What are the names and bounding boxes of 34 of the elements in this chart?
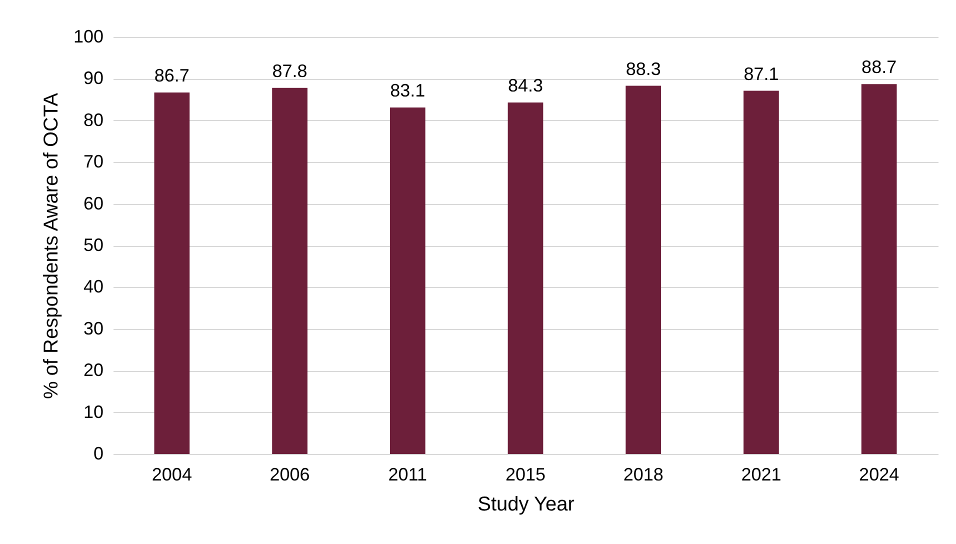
bar — [154, 92, 190, 454]
y-tick-label: 0 — [93, 444, 104, 464]
y-tick-label: 30 — [83, 318, 104, 338]
data-label: 88.7 — [862, 57, 897, 78]
x-tick-label: 2006 — [270, 464, 310, 484]
y-tick-label: 20 — [83, 360, 104, 380]
data-label: 87.8 — [272, 60, 308, 81]
data-label: 87.1 — [744, 64, 779, 84]
y-tick-label: 100 — [73, 26, 104, 46]
bar — [744, 90, 779, 454]
x-tick-label: 2015 — [505, 464, 546, 484]
x-tick-label: 2011 — [388, 464, 427, 484]
bar — [272, 88, 308, 454]
x-tick-label: 2021 — [741, 464, 782, 484]
y-tick-label: 40 — [83, 276, 104, 297]
x-tick-label: 2018 — [623, 464, 664, 484]
bar — [626, 86, 662, 454]
bar — [390, 107, 426, 454]
y-tick-label: 60 — [83, 193, 104, 214]
y-tick-label: 50 — [83, 235, 104, 255]
data-label: 88.3 — [626, 58, 661, 79]
x-tick-label: 2004 — [152, 464, 192, 484]
x-tick-label: 2024 — [859, 464, 900, 484]
data-label: 84.3 — [508, 75, 544, 96]
x-axis-title: Study Year — [478, 494, 575, 516]
y-tick-label: 70 — [83, 152, 104, 172]
y-axis-title: % of Respondents Aware of OCTA — [40, 92, 62, 400]
y-tick-label: 90 — [83, 68, 104, 88]
y-tick-label: 80 — [83, 110, 104, 130]
y-tick-label: 10 — [83, 402, 104, 422]
data-label: 83.1 — [390, 80, 426, 100]
bar — [861, 84, 897, 454]
data-label: 86.7 — [154, 65, 190, 86]
bar — [508, 102, 544, 454]
